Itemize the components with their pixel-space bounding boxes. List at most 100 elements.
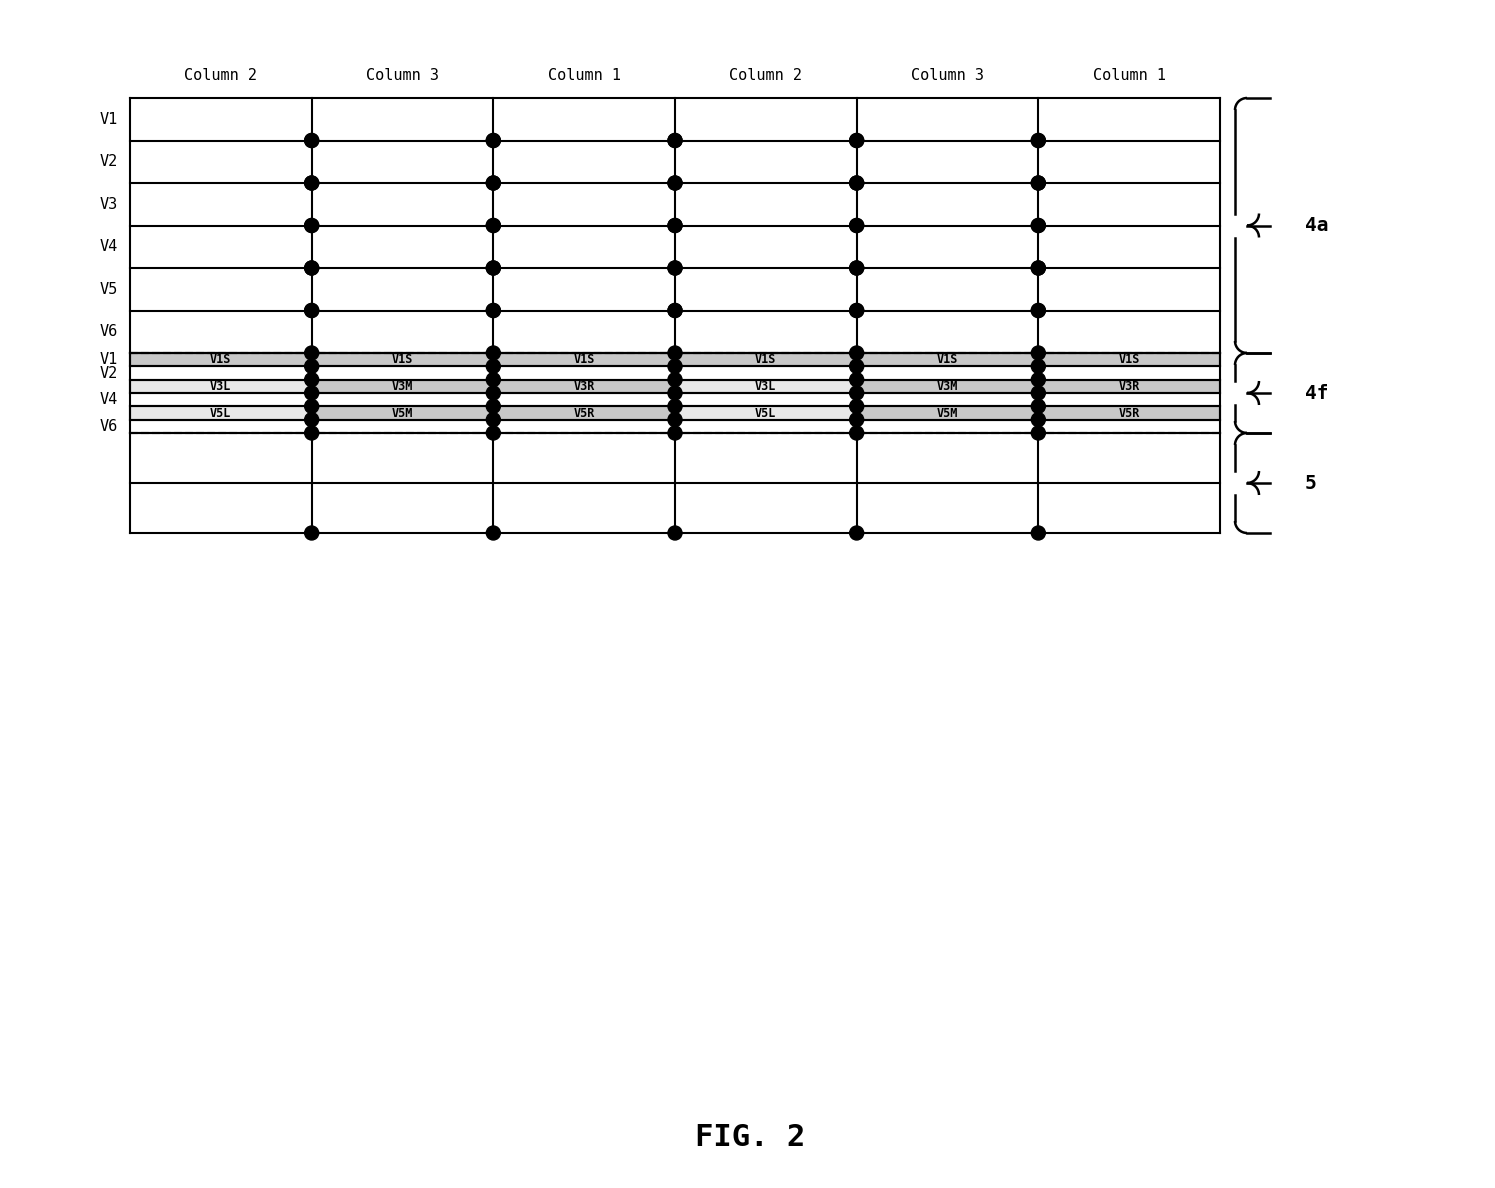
Circle shape: [305, 359, 318, 373]
Circle shape: [486, 219, 501, 233]
Circle shape: [1032, 219, 1045, 233]
Bar: [130, 380, 311, 393]
Circle shape: [849, 346, 864, 360]
Circle shape: [486, 176, 501, 190]
Text: V1S: V1S: [1118, 353, 1139, 366]
Text: V3: V3: [100, 197, 118, 211]
Circle shape: [849, 303, 864, 317]
Circle shape: [668, 133, 682, 147]
Text: V4: V4: [100, 239, 118, 254]
Circle shape: [305, 526, 318, 541]
Circle shape: [1032, 386, 1045, 400]
Circle shape: [486, 303, 501, 317]
Bar: [493, 353, 676, 366]
Circle shape: [668, 426, 682, 440]
Circle shape: [1032, 399, 1045, 413]
Circle shape: [849, 133, 864, 147]
Circle shape: [849, 176, 864, 190]
Circle shape: [849, 303, 864, 317]
Circle shape: [668, 261, 682, 274]
Circle shape: [668, 373, 682, 386]
Circle shape: [305, 261, 318, 274]
Circle shape: [849, 261, 864, 274]
Bar: [311, 380, 493, 393]
Circle shape: [305, 133, 318, 147]
Circle shape: [1032, 219, 1045, 233]
Circle shape: [849, 219, 864, 233]
Text: V5R: V5R: [1118, 406, 1139, 419]
Circle shape: [486, 426, 501, 440]
Text: V1S: V1S: [392, 353, 413, 366]
Circle shape: [305, 133, 318, 147]
Text: V2: V2: [100, 366, 118, 380]
Text: Column 1: Column 1: [547, 68, 620, 83]
Circle shape: [668, 303, 682, 317]
Text: V1: V1: [100, 352, 118, 367]
Text: V3L: V3L: [755, 380, 776, 393]
Circle shape: [849, 219, 864, 233]
Circle shape: [486, 412, 501, 426]
Circle shape: [668, 526, 682, 541]
Bar: [311, 353, 493, 366]
Text: V6: V6: [100, 324, 118, 340]
Text: V1S: V1S: [937, 353, 958, 366]
Text: V3M: V3M: [937, 380, 958, 393]
Bar: [676, 353, 857, 366]
Text: Column 2: Column 2: [184, 68, 257, 83]
Text: V1S: V1S: [211, 353, 232, 366]
Bar: [311, 406, 493, 419]
Text: V1S: V1S: [755, 353, 776, 366]
Circle shape: [668, 176, 682, 190]
Bar: [676, 380, 857, 393]
Circle shape: [305, 219, 318, 233]
Circle shape: [849, 426, 864, 440]
Circle shape: [305, 176, 318, 190]
Circle shape: [305, 373, 318, 386]
Circle shape: [1032, 412, 1045, 426]
Circle shape: [668, 261, 682, 274]
Circle shape: [305, 219, 318, 233]
Text: 5: 5: [1305, 474, 1317, 493]
Circle shape: [305, 346, 318, 360]
Text: V5R: V5R: [574, 406, 595, 419]
Circle shape: [486, 359, 501, 373]
Circle shape: [486, 176, 501, 190]
Text: Column 3: Column 3: [366, 68, 440, 83]
Circle shape: [1032, 133, 1045, 147]
Circle shape: [1032, 133, 1045, 147]
Circle shape: [305, 386, 318, 400]
Circle shape: [305, 303, 318, 317]
Circle shape: [668, 399, 682, 413]
Circle shape: [849, 526, 864, 541]
Circle shape: [305, 261, 318, 274]
Circle shape: [305, 399, 318, 413]
Circle shape: [668, 133, 682, 147]
Text: V6: V6: [100, 419, 118, 434]
Circle shape: [668, 219, 682, 233]
Circle shape: [849, 359, 864, 373]
Circle shape: [668, 219, 682, 233]
Text: Column 3: Column 3: [910, 68, 984, 83]
Circle shape: [486, 346, 501, 360]
Circle shape: [486, 373, 501, 386]
Circle shape: [1032, 303, 1045, 317]
Circle shape: [1032, 303, 1045, 317]
Circle shape: [1032, 176, 1045, 190]
Text: 4f: 4f: [1305, 384, 1329, 403]
Text: V3R: V3R: [1118, 380, 1139, 393]
Circle shape: [668, 359, 682, 373]
Bar: [857, 406, 1039, 419]
Text: V3L: V3L: [211, 380, 232, 393]
Text: V1S: V1S: [574, 353, 595, 366]
Circle shape: [849, 261, 864, 274]
Text: V3R: V3R: [574, 380, 595, 393]
Circle shape: [486, 526, 501, 541]
Bar: [676, 406, 857, 419]
Bar: [1039, 406, 1220, 419]
Circle shape: [305, 412, 318, 426]
Circle shape: [1032, 261, 1045, 274]
Circle shape: [1032, 373, 1045, 386]
Circle shape: [1032, 346, 1045, 360]
Bar: [857, 380, 1039, 393]
Text: FIG. 2: FIG. 2: [695, 1124, 806, 1152]
